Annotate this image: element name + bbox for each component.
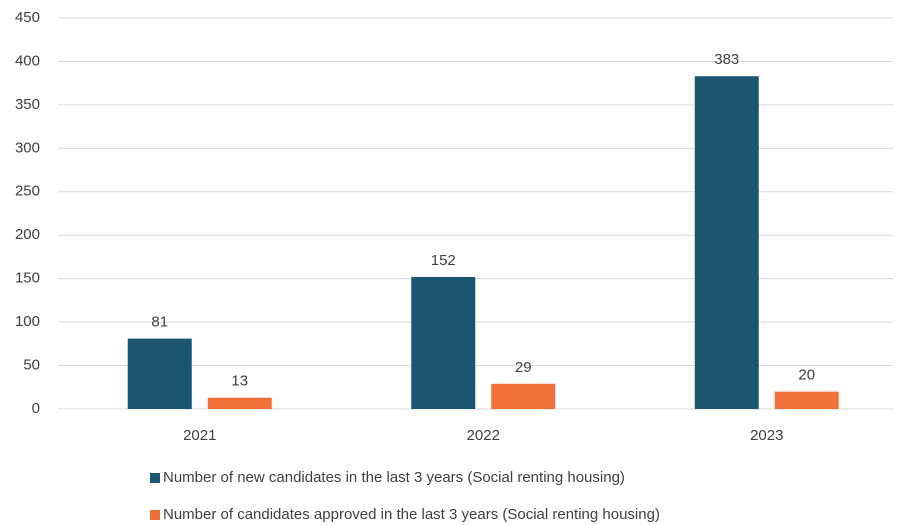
y-tick-label: 0	[32, 400, 40, 417]
bar	[207, 397, 272, 409]
y-tick-label: 350	[15, 96, 40, 113]
data-label: 81	[151, 314, 168, 331]
y-tick-label: 400	[15, 52, 40, 69]
x-tick-label: 2021	[183, 427, 216, 444]
legend-swatch	[150, 473, 160, 483]
bar	[694, 76, 759, 410]
legend-swatch	[150, 510, 160, 520]
y-tick-label: 100	[15, 313, 40, 330]
data-label: 152	[431, 252, 456, 269]
y-tick-label: 450	[15, 9, 40, 26]
bar	[774, 391, 839, 409]
y-tick-label: 200	[15, 226, 40, 243]
y-tick-label: 150	[15, 270, 40, 287]
data-label: 20	[798, 367, 815, 384]
legend-label: Number of candidates approved in the las…	[163, 506, 660, 523]
legend-label: Number of new candidates in the last 3 y…	[163, 469, 625, 486]
bar	[127, 338, 192, 409]
y-tick-label: 50	[23, 357, 40, 374]
y-tick-label: 300	[15, 139, 40, 156]
data-label: 29	[515, 359, 532, 376]
x-tick-label: 2022	[467, 427, 500, 444]
bar	[411, 276, 476, 409]
data-label: 13	[231, 373, 248, 390]
bar	[491, 383, 556, 409]
data-label: 383	[714, 51, 739, 68]
x-tick-label: 2023	[750, 427, 783, 444]
y-tick-label: 250	[15, 183, 40, 200]
